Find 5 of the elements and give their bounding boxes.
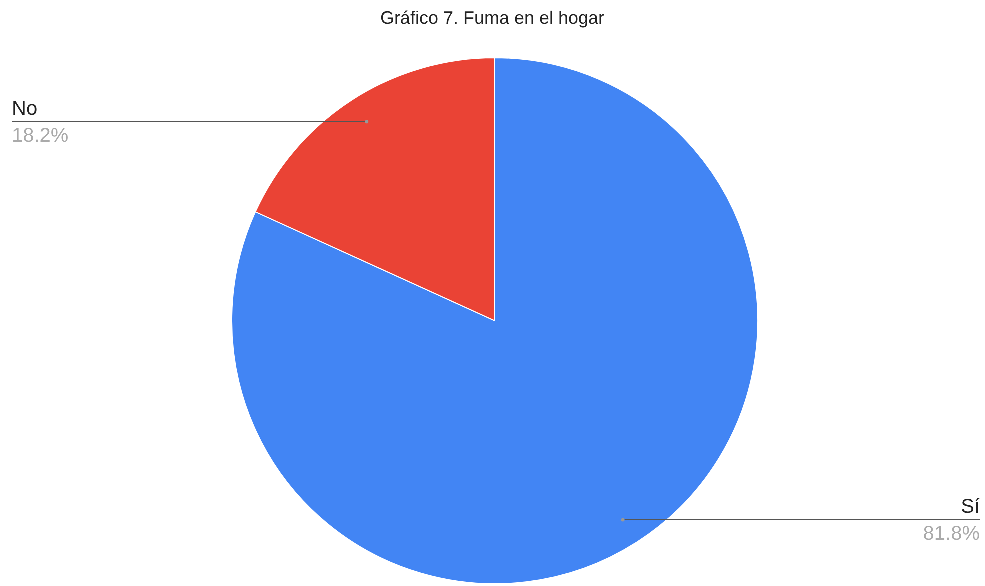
data-label: 18.2%: [12, 124, 69, 147]
slice-label: Sí: [961, 496, 980, 518]
slice-label: No: [12, 98, 38, 120]
chart-title: Gráfico 7. Fuma en el hogar: [380, 8, 605, 28]
data-label: 81.8%: [923, 523, 980, 546]
